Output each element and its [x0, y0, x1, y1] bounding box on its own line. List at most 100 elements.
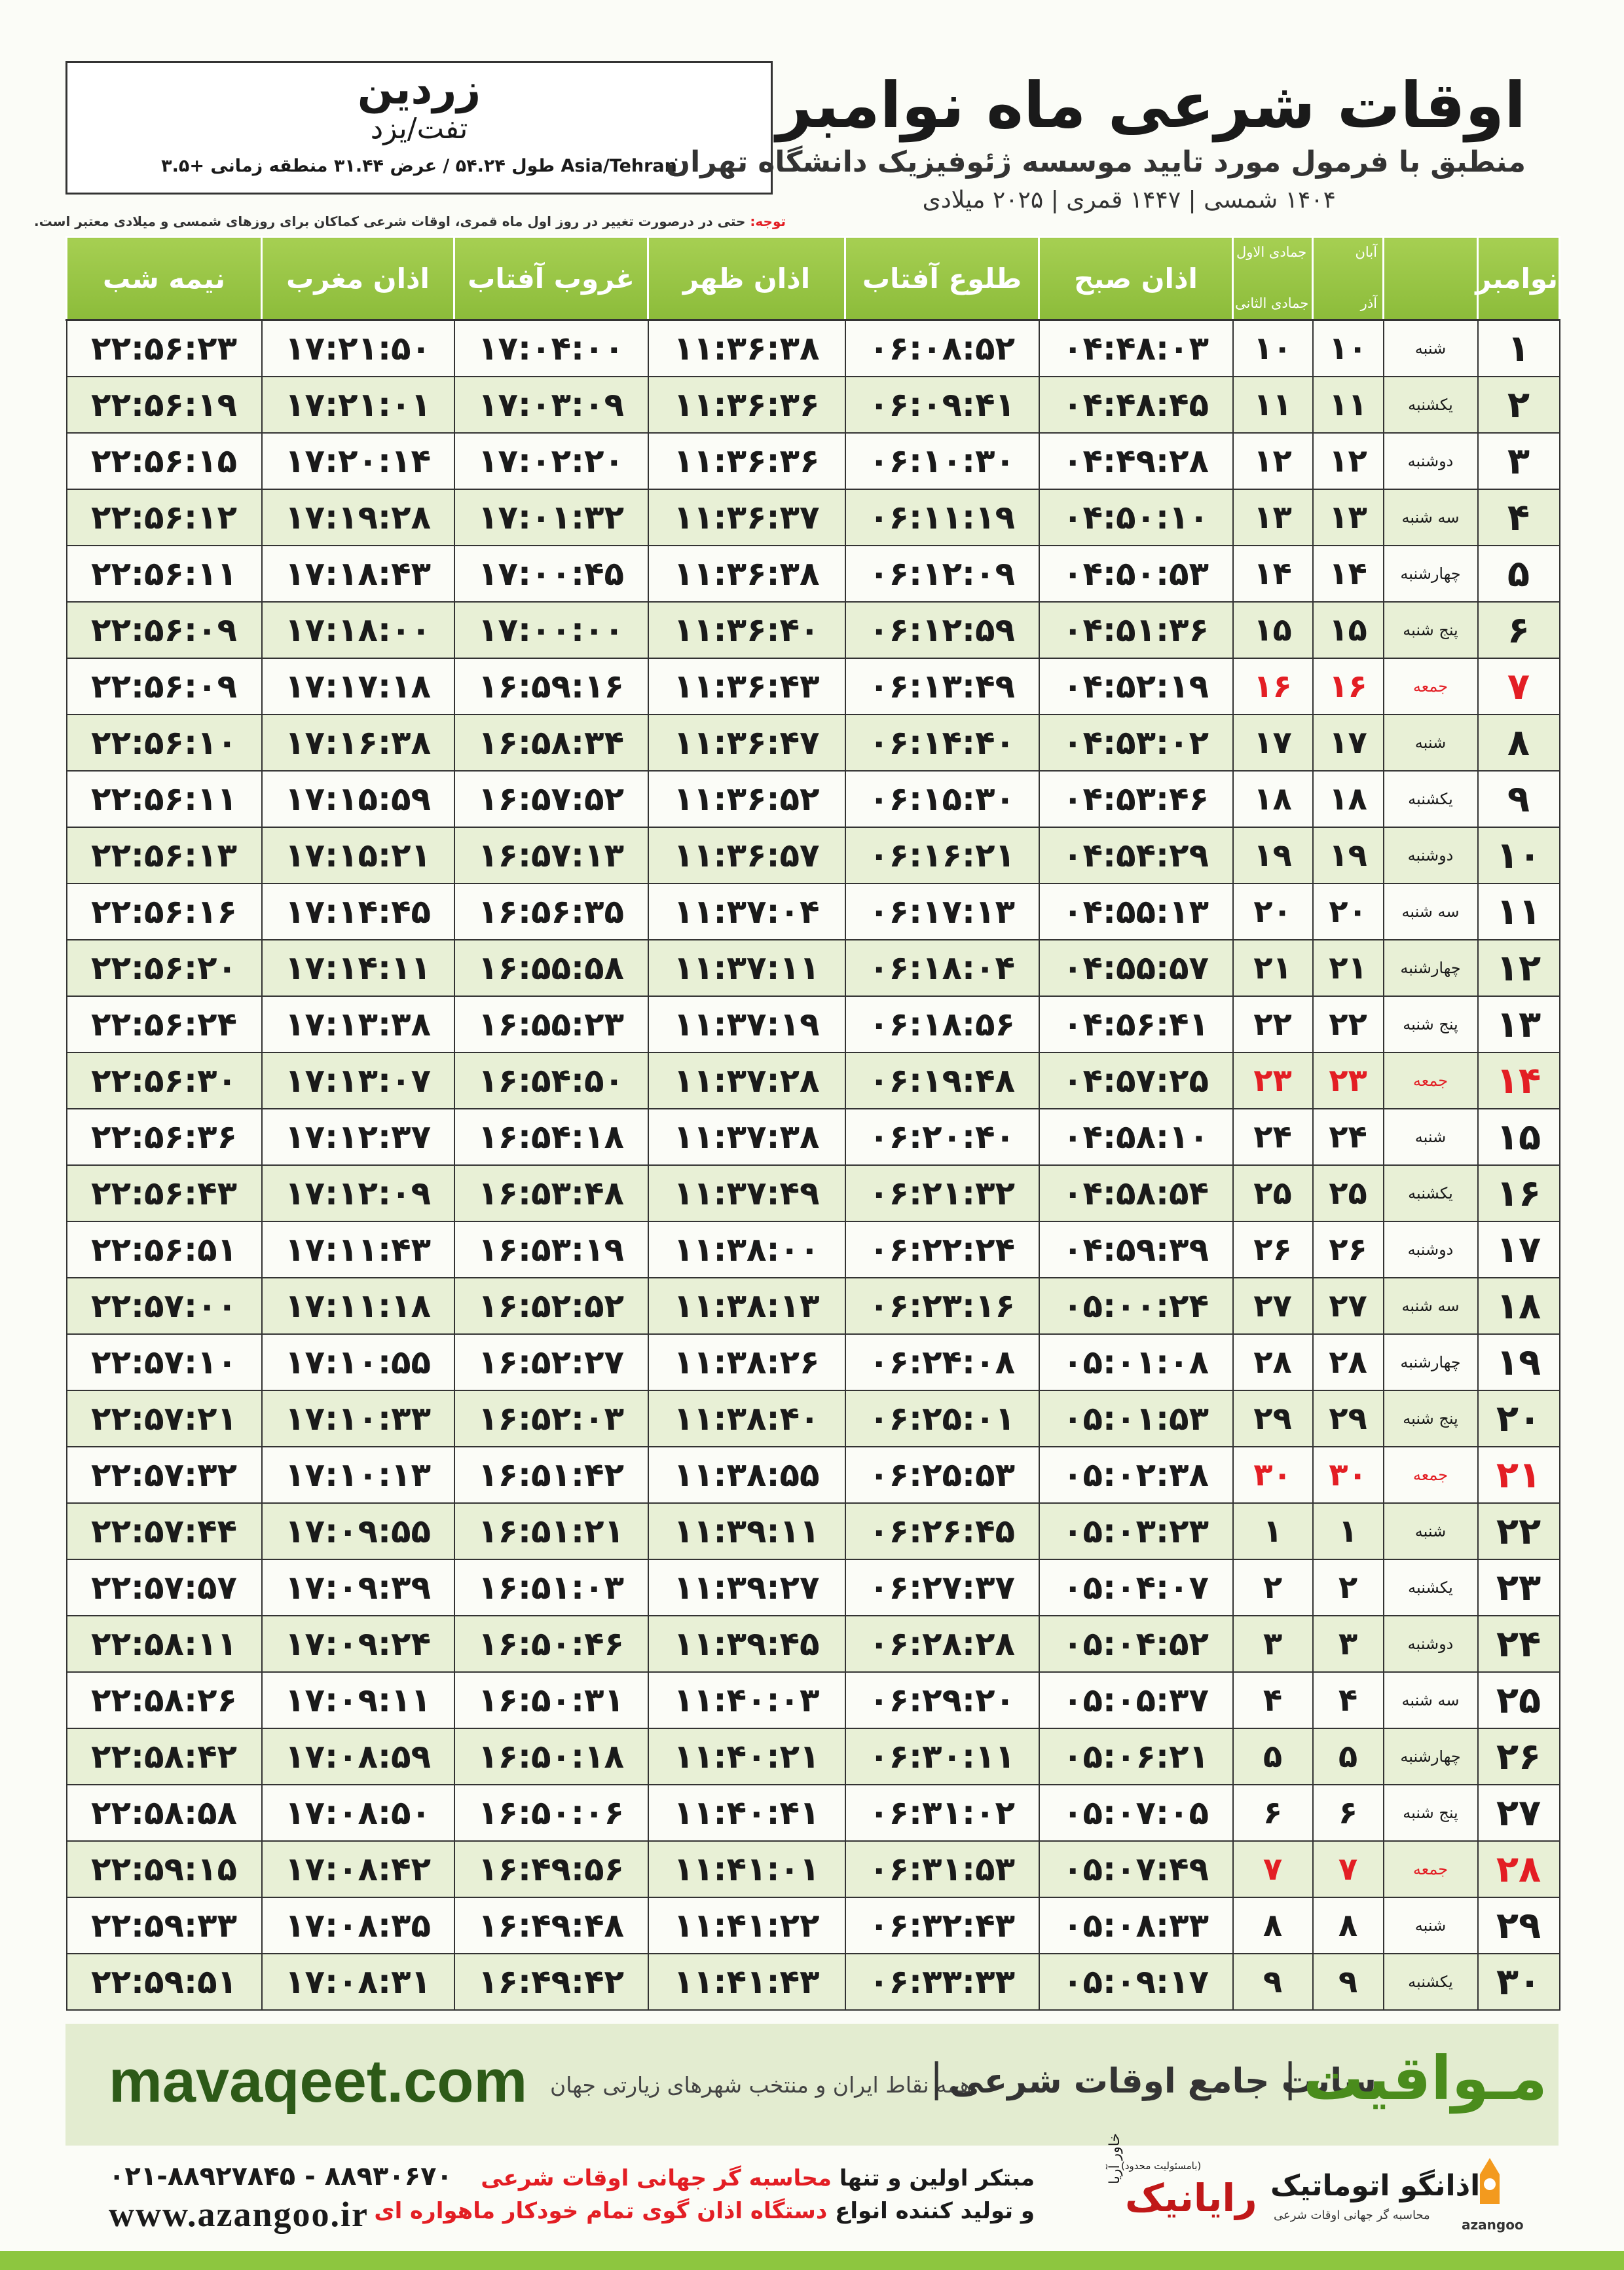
time: ۱۱:۳۸:۴۰ [647, 1390, 846, 1447]
day-number: ۹ [1477, 770, 1560, 828]
text: و تولید کننده انواع [835, 2198, 1035, 2224]
time: ۰۶:۱۲:۵۹ [844, 601, 1040, 659]
table-row: ۱۴ جمعه ۲۳ ۲۳ ۰۴:۵۷:۲۵ ۰۶:۱۹:۴۸ ۱۱:۳۷:۲۸ ۱۶:۵۴:… [65, 1052, 1560, 1109]
hijri-date: ۲۰ [1232, 883, 1314, 940]
shamsi-date: ۸ [1312, 1897, 1384, 1954]
time: ۰۶:۱۳:۴۹ [844, 658, 1040, 715]
hijri-date: ۱۵ [1232, 601, 1314, 659]
time: ۲۲:۵۹:۱۵ [65, 1840, 263, 1898]
time: ۱۷:۱۵:۵۹ [261, 770, 455, 828]
shamsi-date: ۲۵ [1312, 1164, 1384, 1222]
table-row: ۲۱ جمعه ۳۰ ۳۰ ۰۵:۰۲:۳۸ ۰۶:۲۵:۵۳ ۱۱:۳۸:۵۵ ۱۶:۵۱:… [65, 1446, 1560, 1504]
time: ۲۲:۵۷:۰۰ [65, 1277, 263, 1335]
time: ۱۱:۴۱:۰۱ [647, 1840, 846, 1898]
weekday: شنبه [1382, 714, 1479, 772]
time: ۱۱:۳۶:۴۰ [647, 601, 846, 659]
weekday: پنج شنبه [1382, 995, 1479, 1053]
time: ۱۶:۴۹:۵۶ [453, 1840, 649, 1898]
column-header: اذان مغرب [261, 236, 455, 321]
day-number: ۲۲ [1477, 1502, 1560, 1560]
table-row: ۲۳ یکشنبه ۲ ۲ ۰۵:۰۴:۰۷ ۰۶:۲۷:۳۷ ۱۱:۳۹:۲۷ ۱۶:۵۱:… [65, 1559, 1560, 1616]
time: ۰۴:۵۰:۵۳ [1038, 545, 1234, 603]
table-row: ۲۷ پنج شنبه ۶ ۶ ۰۵:۰۷:۰۵ ۰۶:۳۱:۰۲ ۱۱:۴۰:۴۱ ۱۶:۵… [65, 1784, 1560, 1842]
time: ۰۶:۲۳:۱۶ [844, 1277, 1040, 1335]
time: ۱۶:۵۰:۳۱ [453, 1671, 649, 1729]
table-row: ۲۶ چهارشنبه ۵ ۵ ۰۵:۰۶:۲۱ ۰۶:۳۰:۱۱ ۱۱:۴۰:۲۱ ۱۶:۵… [65, 1728, 1560, 1785]
time: ۰۵:۰۴:۵۲ [1038, 1615, 1234, 1673]
shamsi-top: آبان [1355, 244, 1378, 260]
column-header: طلوع آفتاب [844, 236, 1040, 321]
weekday: دوشنبه [1382, 1615, 1479, 1673]
hijri-date: ۱۷ [1232, 714, 1314, 772]
location-name: زردین [357, 65, 481, 114]
time: ۰۶:۱۴:۴۰ [844, 714, 1040, 772]
hijri-date: ۲۱ [1232, 939, 1314, 997]
time: ۱۷:۱۲:۳۷ [261, 1108, 455, 1166]
day-number: ۲۸ [1477, 1840, 1560, 1898]
time: ۰۴:۵۱:۳۶ [1038, 601, 1234, 659]
time: ۱۶:۵۳:۴۸ [453, 1164, 649, 1222]
time: ۱۷:۰۲:۲۰ [453, 432, 649, 490]
title: اوقات شرعی ماه نوامبر [776, 69, 1526, 142]
hijri-date: ۲ [1232, 1559, 1314, 1616]
hijri-bottom: جمادی الثانی [1235, 295, 1309, 311]
time: ۱۶:۵۰:۱۸ [453, 1728, 649, 1785]
shamsi-date: ۶ [1312, 1784, 1384, 1842]
shamsi-date: ۱۱ [1312, 376, 1384, 434]
time: ۱۱:۳۶:۴۳ [647, 658, 846, 715]
shamsi-date: ۱ [1312, 1502, 1384, 1560]
time: ۰۵:۰۲:۳۸ [1038, 1446, 1234, 1504]
day-number: ۳ [1477, 432, 1560, 490]
weekday: شنبه [1382, 319, 1479, 377]
time: ۱۶:۵۵:۵۸ [453, 939, 649, 997]
weekday: چهارشنبه [1382, 939, 1479, 997]
weekday: چهارشنبه [1382, 1333, 1479, 1391]
time: ۲۲:۵۶:۱۹ [65, 376, 263, 434]
day-number: ۲۱ [1477, 1446, 1560, 1504]
day-number: ۵ [1477, 545, 1560, 603]
dates: ۱۴۰۴ شمسی | ۱۴۴۷ قمری | ۲۰۲۵ میلادی [922, 187, 1336, 214]
time: ۱۱:۳۶:۳۷ [647, 489, 846, 546]
time: ۰۶:۱۸:۵۶ [844, 995, 1040, 1053]
rayanik-logo: رایانیک [1125, 2176, 1257, 2220]
time: ۱۷:۱۷:۱۸ [261, 658, 455, 715]
time: ۲۲:۵۶:۱۰ [65, 714, 263, 772]
text: مبتکر اولین و تنها [839, 2165, 1035, 2191]
table-row: ۲۹ شنبه ۸ ۸ ۰۵:۰۸:۳۳ ۰۶:۳۲:۴۳ ۱۱:۴۱:۲۲ ۱۶:۴۹:۴۸… [65, 1897, 1560, 1954]
time: ۰۵:۰۷:۰۵ [1038, 1784, 1234, 1842]
day-number: ۱۱ [1477, 883, 1560, 940]
time: ۰۶:۲۸:۲۸ [844, 1615, 1040, 1673]
weekday: سه شنبه [1382, 1671, 1479, 1729]
hijri-date: ۲۴ [1232, 1108, 1314, 1166]
time: ۰۵:۰۹:۱۷ [1038, 1953, 1234, 2011]
time: ۱۱:۳۹:۴۵ [647, 1615, 846, 1673]
time: ۰۴:۵۷:۲۵ [1038, 1052, 1234, 1109]
time: ۲۲:۵۶:۱۳ [65, 827, 263, 884]
time: ۲۲:۵۶:۰۹ [65, 658, 263, 715]
time: ۰۶:۲۵:۰۱ [844, 1390, 1040, 1447]
day-number: ۴ [1477, 489, 1560, 546]
time: ۰۴:۵۶:۴۱ [1038, 995, 1234, 1053]
day-number: ۱۴ [1477, 1052, 1560, 1109]
note-text: حتی در درصورت تغییر در روز اول ماه قمری،… [34, 214, 746, 229]
time: ۰۵:۰۶:۲۱ [1038, 1728, 1234, 1785]
time: ۰۶:۳۱:۵۳ [844, 1840, 1040, 1898]
phones: ۰۲۱-۸۸۹۲۷۸۴۵ - ۸۸۹۳۰۶۷۰ [109, 2161, 452, 2191]
time: ۱۷:۱۸:۰۰ [261, 601, 455, 659]
time: ۱۶:۵۸:۳۴ [453, 714, 649, 772]
time: ۱۷:۱۰:۱۳ [261, 1446, 455, 1504]
time: ۱۶:۵۷:۵۲ [453, 770, 649, 828]
subtitle: منطبق با فرمول مورد تایید موسسه ژئوفیزیک… [665, 145, 1526, 179]
time: ۱۱:۴۰:۲۱ [647, 1728, 846, 1785]
table-row: ۱۶ یکشنبه ۲۵ ۲۵ ۰۴:۵۸:۵۴ ۰۶:۲۱:۳۲ ۱۱:۳۷:۴۹ ۱۶:۵… [65, 1164, 1560, 1222]
column-header: اذان ظهر [647, 236, 846, 321]
time: ۱۷:۰۹:۳۹ [261, 1559, 455, 1616]
shamsi-date: ۱۰ [1312, 319, 1384, 377]
time: ۱۷:۱۴:۱۱ [261, 939, 455, 997]
weekday: شنبه [1382, 1502, 1479, 1560]
time: ۰۴:۵۴:۲۹ [1038, 827, 1234, 884]
time: ۲۲:۵۷:۱۰ [65, 1333, 263, 1391]
weekday: سه شنبه [1382, 489, 1479, 546]
time: ۱۷:۰۸:۳۱ [261, 1953, 455, 2011]
